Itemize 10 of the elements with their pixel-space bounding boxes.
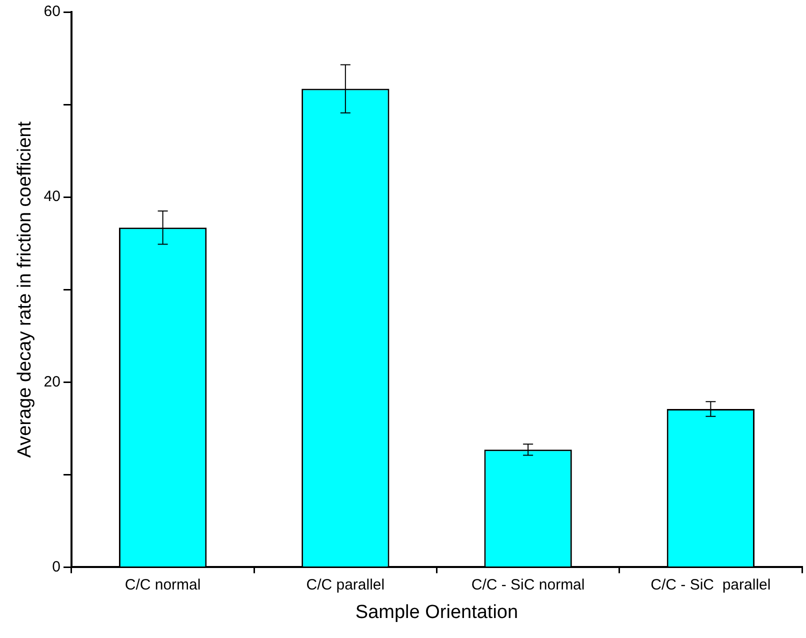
- x-tick-label: C/C parallel: [306, 576, 385, 594]
- y-tick-label: 60: [44, 3, 60, 20]
- y-axis-title: Average decay rate in friction coefficient: [14, 120, 36, 458]
- y-tick-label: 0: [52, 558, 60, 576]
- x-tick-label: C/C - SiC normal: [471, 576, 585, 594]
- x-tick-label: C/C normal: [124, 576, 201, 594]
- x-tick-label: C/C - SiC parallel: [650, 576, 771, 594]
- x-axis-title: Sample Orientation: [355, 602, 518, 623]
- y-tick-label: 20: [44, 373, 60, 390]
- y-tick-label: 40: [44, 188, 60, 206]
